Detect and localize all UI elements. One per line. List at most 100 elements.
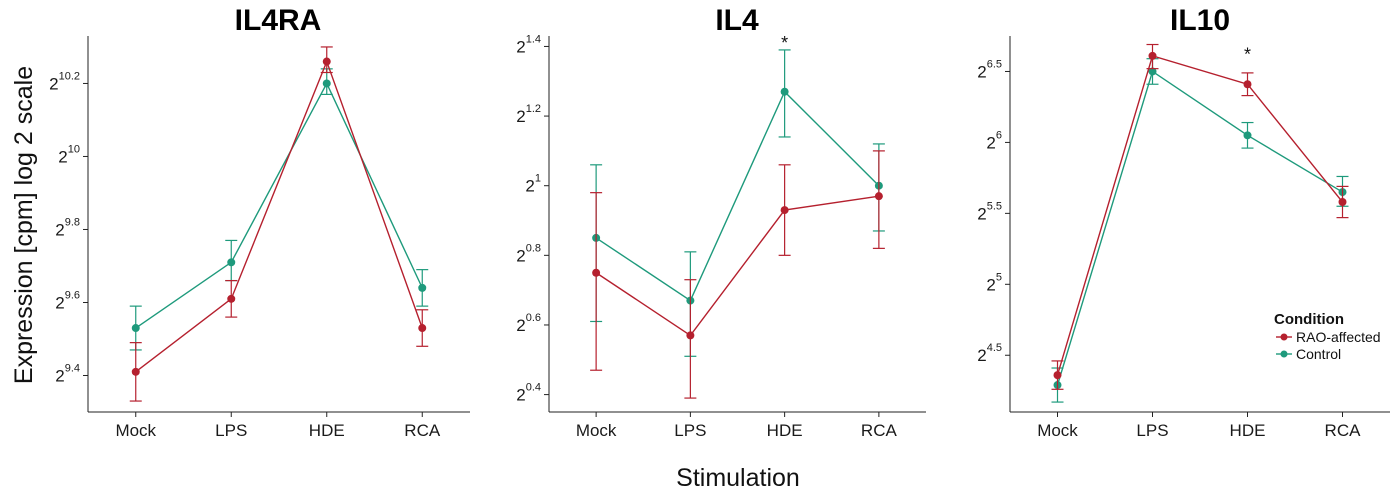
series-line xyxy=(135,81,423,329)
y-tick-exponent: 6.5 xyxy=(987,58,1002,70)
y-tick-exponent: 5.5 xyxy=(987,200,1002,212)
y-tick-exponent: 0.8 xyxy=(526,242,541,254)
series-control xyxy=(129,68,429,351)
y-tick-exponent: 0.6 xyxy=(526,312,541,324)
data-point xyxy=(1053,371,1062,380)
data-point xyxy=(322,57,331,66)
series-rao-affected xyxy=(590,150,885,399)
series-control xyxy=(590,49,885,357)
legend-swatch-point xyxy=(1280,333,1288,341)
y-tick-label: 26.5 xyxy=(977,58,1002,81)
data-point xyxy=(1338,198,1347,207)
y-tick-exponent: 6 xyxy=(996,129,1002,141)
series-rao-affected xyxy=(129,46,429,402)
y-tick-base: 2 xyxy=(55,366,64,385)
y-tick-base: 2 xyxy=(516,386,525,405)
data-point xyxy=(686,331,695,340)
data-point xyxy=(131,367,140,376)
y-tick-base: 2 xyxy=(986,133,995,152)
y-tick-label: 24.5 xyxy=(977,342,1002,365)
data-point xyxy=(780,87,789,96)
y-tick-base: 2 xyxy=(977,204,986,223)
x-tick-label: HDE xyxy=(1230,421,1266,440)
y-tick-label: 210 xyxy=(58,143,80,166)
x-tick-label: RCA xyxy=(404,421,441,440)
data-point xyxy=(592,268,601,277)
y-axis-title: Expression [cpm] log 2 scale xyxy=(10,66,38,384)
x-tick-label: LPS xyxy=(674,421,706,440)
data-point xyxy=(418,283,427,292)
y-tick-exponent: 9.4 xyxy=(65,362,80,374)
y-tick-exponent: 1.4 xyxy=(526,33,541,45)
x-tick-label: LPS xyxy=(215,421,247,440)
y-tick-label: 20.8 xyxy=(516,242,541,265)
y-tick-base: 2 xyxy=(55,293,64,312)
legend-swatch-point xyxy=(1280,350,1288,358)
x-tick-label: HDE xyxy=(767,421,803,440)
y-tick-label: 210.2 xyxy=(49,70,80,93)
y-tick-exponent: 10.2 xyxy=(59,70,80,82)
y-tick-label: 26 xyxy=(986,129,1002,152)
series-rao-affected xyxy=(1051,43,1349,390)
series-line xyxy=(595,90,880,302)
legend-entry-label: RAO-affected xyxy=(1296,329,1381,345)
y-tick-base: 2 xyxy=(986,275,995,294)
legend-entry-label: Control xyxy=(1296,346,1341,362)
x-tick-label: Mock xyxy=(1037,421,1078,440)
series-line xyxy=(1056,70,1343,386)
data-point xyxy=(874,192,883,201)
panel-title: IL10 xyxy=(1170,4,1230,37)
legend-title: Condition xyxy=(1274,311,1344,328)
data-point xyxy=(227,258,236,267)
y-tick-label: 29.6 xyxy=(55,289,80,312)
y-tick-base: 2 xyxy=(516,107,525,126)
y-tick-exponent: 1.2 xyxy=(526,103,541,115)
data-point xyxy=(1148,51,1157,60)
x-tick-label: RCA xyxy=(1325,421,1362,440)
y-tick-label: 25.5 xyxy=(977,200,1002,223)
y-tick-exponent: 9.8 xyxy=(65,216,80,228)
x-tick-label: HDE xyxy=(309,421,345,440)
series-line xyxy=(595,195,879,337)
y-tick-label: 25 xyxy=(986,271,1002,294)
data-point xyxy=(322,79,331,88)
y-tick-base: 2 xyxy=(516,246,525,265)
x-tick-label: Mock xyxy=(576,421,617,440)
x-tick-label: LPS xyxy=(1136,421,1168,440)
panel-title: IL4 xyxy=(715,4,759,37)
series-line xyxy=(135,59,423,373)
y-tick-base: 2 xyxy=(977,62,986,81)
y-tick-base: 2 xyxy=(525,177,534,196)
y-tick-exponent: 9.6 xyxy=(65,289,80,301)
significance-marker: * xyxy=(781,33,788,53)
panel-title: IL4RA xyxy=(235,4,322,37)
y-tick-label: 21.2 xyxy=(516,103,541,126)
y-tick-base: 2 xyxy=(58,147,67,166)
y-tick-exponent: 4.5 xyxy=(987,342,1002,354)
y-tick-label: 29.4 xyxy=(55,362,80,385)
data-point xyxy=(1243,131,1252,140)
data-point xyxy=(418,324,427,333)
y-tick-label: 20.6 xyxy=(516,312,541,335)
data-point xyxy=(1148,67,1157,76)
y-tick-exponent: 1 xyxy=(535,173,541,185)
data-point xyxy=(1243,80,1252,89)
y-tick-label: 21.4 xyxy=(516,33,541,56)
y-tick-base: 2 xyxy=(516,37,525,56)
series-line xyxy=(1056,54,1344,376)
data-point xyxy=(131,324,140,333)
significance-marker: * xyxy=(1244,44,1251,64)
y-tick-label: 20.4 xyxy=(516,382,541,405)
y-tick-label: 29.8 xyxy=(55,216,80,239)
y-tick-exponent: 0.4 xyxy=(526,382,541,394)
y-tick-base: 2 xyxy=(55,220,64,239)
y-tick-base: 2 xyxy=(516,316,525,335)
data-point xyxy=(227,294,236,303)
y-tick-exponent: 5 xyxy=(996,271,1002,283)
